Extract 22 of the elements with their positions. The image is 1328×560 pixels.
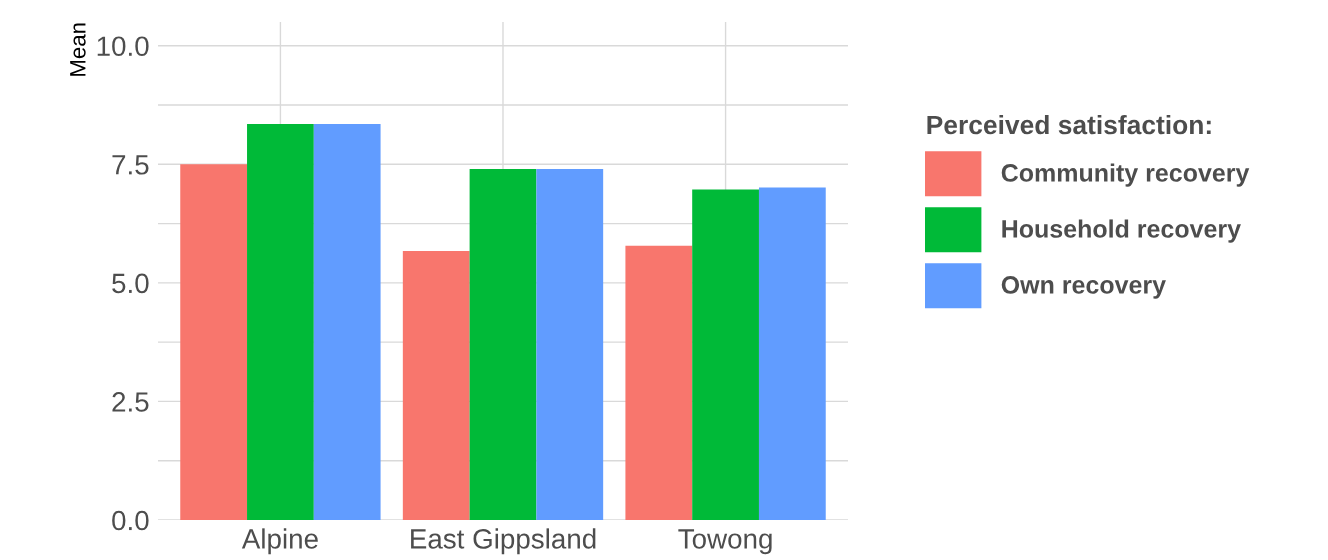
bar xyxy=(536,169,604,520)
bar xyxy=(469,169,537,520)
x-tick-label: Alpine xyxy=(241,528,318,555)
y-tick-label: 7.5 xyxy=(112,155,149,175)
bar xyxy=(180,164,248,520)
bar xyxy=(313,123,381,520)
legend-label: Own recovery xyxy=(1001,276,1166,299)
bar xyxy=(758,187,826,520)
y-tick-label: 10.0 xyxy=(97,36,149,57)
x-tick-label: Towong xyxy=(678,529,772,555)
legend-title: Perceived satisfaction: xyxy=(927,114,1211,135)
bar xyxy=(625,245,693,520)
bar xyxy=(692,189,759,520)
legend-label: Household recovery xyxy=(1002,219,1241,243)
y-tick-label: 2.5 xyxy=(112,392,149,412)
bar xyxy=(402,251,470,520)
y-tick-label: 5.0 xyxy=(112,273,149,294)
y-axis-title: Mean xyxy=(70,23,86,76)
legend-label: Community recovery xyxy=(1001,163,1250,187)
bar xyxy=(247,123,314,520)
y-tick-label: 0.0 xyxy=(112,510,149,531)
x-tick-label: East Gippsland xyxy=(411,528,596,555)
